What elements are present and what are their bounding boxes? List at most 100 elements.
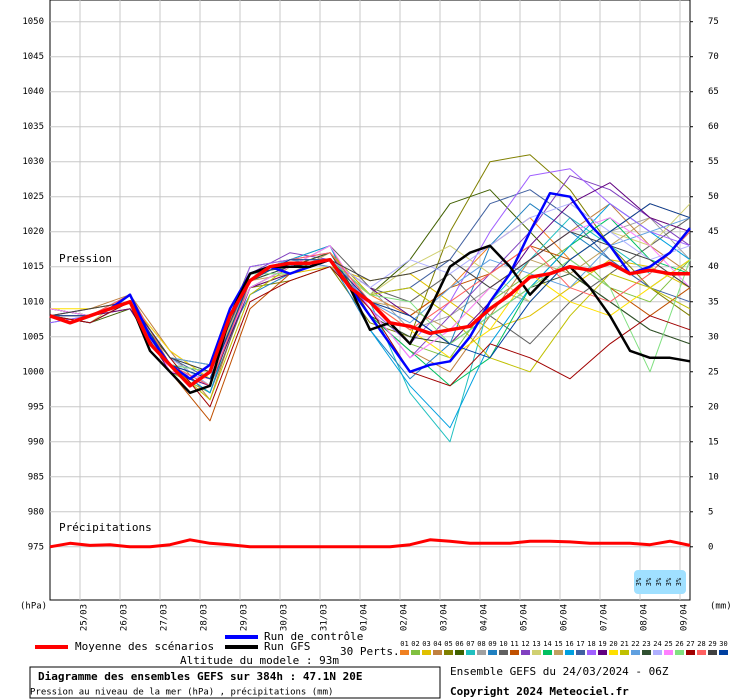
x-tick-label: 03/04 xyxy=(440,604,450,631)
legend-swatch xyxy=(642,650,651,655)
caption-subtitle: Pression au niveau de la mer (hPa) , pré… xyxy=(30,687,333,698)
legend-swatch xyxy=(455,650,464,655)
y2-tick-label: 50 xyxy=(708,192,719,202)
legend-swatch xyxy=(510,650,519,655)
legend-swatch xyxy=(686,650,695,655)
legend-label: 21 xyxy=(620,640,628,648)
legend-label: Run GFS xyxy=(264,640,310,653)
y-tick-label: 1015 xyxy=(22,262,44,272)
y2-tick-label: 40 xyxy=(708,262,719,272)
y2-tick-label: 45 xyxy=(708,227,719,237)
y2-tick-label: 0 xyxy=(708,542,713,552)
legend-label: 20 xyxy=(609,640,617,648)
y-tick-label: 1040 xyxy=(22,87,44,97)
y-tick-label: 1010 xyxy=(22,297,44,307)
legend-swatch xyxy=(532,650,541,655)
x-tick-label: 28/03 xyxy=(200,604,210,631)
y-tick-label: 1025 xyxy=(22,192,44,202)
legend-swatch xyxy=(499,650,508,655)
y-tick-label: 995 xyxy=(28,402,44,412)
pressure-line xyxy=(49,244,691,395)
x-tick-label: 05/04 xyxy=(520,604,530,631)
legend-label: 26 xyxy=(675,640,683,648)
legend-label: 28 xyxy=(697,640,705,648)
x-tick-label: 29/03 xyxy=(240,604,250,631)
y2-tick-label: 20 xyxy=(708,402,719,412)
legend-label: 08 xyxy=(477,640,485,648)
legend-swatch xyxy=(664,650,673,655)
y2-tick-label: 35 xyxy=(708,297,719,307)
x-tick-label: 30/03 xyxy=(280,604,290,631)
snow-label: 3% xyxy=(645,577,653,586)
y-tick-label: 1000 xyxy=(22,367,44,377)
y2-tick-label: 5 xyxy=(708,507,713,517)
x-tick-label: 26/03 xyxy=(120,604,130,631)
annotation: Précipitations xyxy=(59,521,152,534)
perturbations-label: 30 Perts. xyxy=(340,645,400,658)
legend-swatch xyxy=(488,650,497,655)
legend-swatch xyxy=(444,650,453,655)
legend-swatch xyxy=(719,650,728,655)
y2-tick-label: 55 xyxy=(708,157,719,167)
legend-swatch xyxy=(587,650,596,655)
y2-tick-label: 60 xyxy=(708,122,719,132)
legend-label: 09 xyxy=(488,640,496,648)
legend-swatch xyxy=(521,650,530,655)
legend-label: 29 xyxy=(708,640,716,648)
legend-swatch xyxy=(620,650,629,655)
legend-label: 22 xyxy=(631,640,639,648)
legend-swatch xyxy=(697,650,706,655)
caption-title: Diagramme des ensembles GEFS sur 384h : … xyxy=(38,670,363,683)
y2-tick-label: 65 xyxy=(708,87,719,97)
legend-label: 05 xyxy=(444,640,452,648)
x-tick-label: 31/03 xyxy=(320,604,330,631)
legend-label: 13 xyxy=(532,640,540,648)
pressure-line xyxy=(49,257,690,388)
y-tick-label: 1050 xyxy=(22,17,44,27)
legend-label: 02 xyxy=(411,640,419,648)
x-tick-label: 25/03 xyxy=(80,604,90,631)
legend-label: 17 xyxy=(576,640,584,648)
y2-tick-label: 10 xyxy=(708,472,719,482)
legend-swatch xyxy=(466,650,475,655)
legend-label: 14 xyxy=(543,640,551,648)
x-tick-label: 02/04 xyxy=(400,604,410,631)
pressure-line xyxy=(49,191,691,381)
legend-label: 23 xyxy=(642,640,650,648)
legend-swatch xyxy=(411,650,420,655)
legend-swatch xyxy=(708,650,717,655)
y-axis-label: (hPa) xyxy=(20,602,47,612)
legend-swatch xyxy=(400,650,409,655)
precip-line xyxy=(49,538,691,549)
legend-label: 01 xyxy=(400,640,408,648)
y-tick-label: 1005 xyxy=(22,332,44,342)
legend-label: 27 xyxy=(686,640,694,648)
legend-swatch xyxy=(675,650,684,655)
y2-tick-label: 75 xyxy=(708,17,719,27)
legend-label: Run de contrôle xyxy=(264,630,363,643)
legend-swatch xyxy=(565,650,574,655)
y2-tick-label: 15 xyxy=(708,437,719,447)
annotation: Pression xyxy=(59,252,112,265)
x-tick-label: 06/04 xyxy=(560,604,570,631)
legend-label: 25 xyxy=(664,640,672,648)
y2-tick-label: 25 xyxy=(708,367,719,377)
legend-swatch xyxy=(433,650,442,655)
legend-label: 04 xyxy=(433,640,441,648)
x-tick-label: 27/03 xyxy=(160,604,170,631)
legend-swatch xyxy=(477,650,486,655)
snow-label: 3% xyxy=(655,577,663,586)
x-tick-label: 07/04 xyxy=(600,604,610,631)
x-tick-label: 04/04 xyxy=(480,604,490,631)
y-tick-label: 1020 xyxy=(22,227,44,237)
snow-label: 3% xyxy=(675,577,683,586)
y-tick-label: 975 xyxy=(28,542,44,552)
altitude: Altitude du modele : 93m xyxy=(180,654,339,667)
copyright: Copyright 2024 Meteociel.fr xyxy=(450,685,629,698)
y2-tick-label: 30 xyxy=(708,332,719,342)
legend-label: 07 xyxy=(466,640,474,648)
y2-axis-label: (mm) xyxy=(710,602,732,612)
legend-label: 18 xyxy=(587,640,595,648)
legend-label: 19 xyxy=(598,640,606,648)
